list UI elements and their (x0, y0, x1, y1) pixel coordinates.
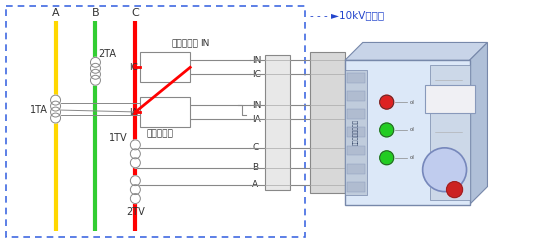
Text: IA: IA (252, 114, 261, 123)
Bar (347, 182, 365, 191)
Circle shape (50, 101, 60, 111)
Text: 2TV: 2TV (126, 207, 145, 217)
Text: IN: IN (252, 56, 261, 65)
Circle shape (130, 158, 140, 168)
Bar (265, 55, 290, 190)
Bar (424, 85, 475, 113)
Circle shape (130, 149, 140, 159)
Circle shape (130, 140, 140, 150)
Text: B: B (252, 163, 258, 172)
Circle shape (90, 57, 100, 67)
Circle shape (447, 182, 463, 198)
Polygon shape (345, 43, 488, 60)
Text: B: B (91, 8, 99, 18)
Text: ol: ol (409, 100, 414, 104)
Bar (6, 6, 305, 237)
Circle shape (423, 148, 466, 191)
Bar (347, 164, 365, 174)
Circle shape (130, 194, 140, 204)
Text: 1TA: 1TA (30, 105, 48, 115)
Text: 电流互感器: 电流互感器 (147, 129, 174, 138)
Text: A: A (52, 8, 59, 18)
Circle shape (379, 95, 394, 109)
Bar (345, 60, 470, 205)
Polygon shape (470, 43, 488, 205)
Text: ol: ol (409, 155, 414, 160)
Text: ol: ol (409, 127, 414, 132)
Circle shape (130, 176, 140, 186)
Text: 2TA: 2TA (99, 49, 116, 59)
Circle shape (90, 69, 100, 79)
Text: A: A (252, 180, 258, 189)
Text: C: C (252, 143, 258, 152)
Text: IC: IC (252, 70, 261, 79)
Text: IA: IA (130, 108, 138, 117)
Text: IN: IN (252, 101, 261, 110)
Bar (347, 128, 365, 137)
Circle shape (379, 123, 394, 137)
Text: IC: IC (130, 63, 138, 72)
Text: - - - ►10kV高压柜: - - - ►10kV高压柜 (310, 11, 384, 21)
Circle shape (379, 151, 394, 165)
Bar (429, 65, 470, 200)
Circle shape (50, 113, 60, 123)
Bar (347, 91, 365, 101)
Bar (310, 52, 345, 193)
Circle shape (50, 107, 60, 117)
Bar (140, 52, 190, 82)
Circle shape (90, 63, 100, 73)
Text: 1TV: 1TV (109, 133, 127, 143)
Bar (345, 70, 367, 195)
Circle shape (50, 95, 60, 105)
Circle shape (130, 185, 140, 195)
Text: 电能质量监测装置: 电能质量监测装置 (353, 120, 358, 146)
Text: C: C (131, 8, 139, 18)
Circle shape (90, 75, 100, 85)
Bar (347, 109, 365, 119)
Text: 电流互感器: 电流互感器 (172, 39, 199, 48)
Bar (140, 97, 190, 127)
Text: IN: IN (201, 39, 210, 48)
Bar (347, 73, 365, 83)
Bar (347, 146, 365, 156)
